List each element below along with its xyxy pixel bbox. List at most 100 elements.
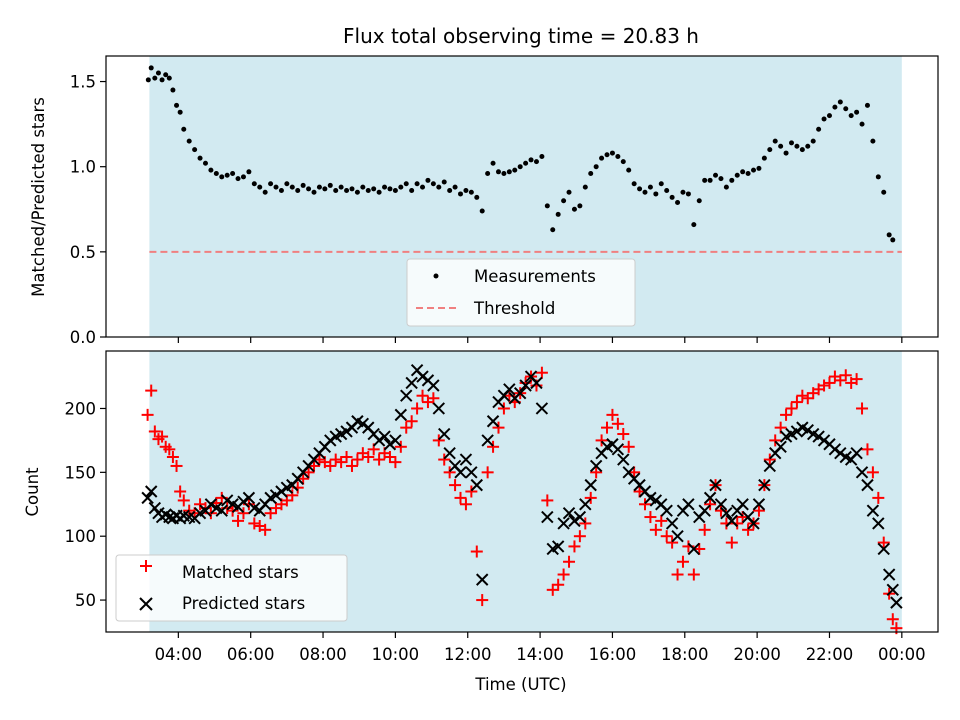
predicted-star-point <box>416 370 429 383</box>
predicted-star-point <box>855 466 869 479</box>
predicted-star-point <box>861 478 874 492</box>
measurement-point <box>713 172 719 178</box>
count-legend-box <box>115 554 348 622</box>
measurement-point <box>609 150 615 156</box>
matched-star-point <box>601 421 614 434</box>
measurement-point <box>631 181 637 187</box>
measurement-point <box>685 191 691 197</box>
measurement-point <box>718 176 724 182</box>
predicted-star-point <box>145 485 158 498</box>
count-x-tick-label: 14:00 <box>516 645 564 664</box>
predicted-star-point <box>481 434 494 447</box>
measurement-point <box>382 184 388 190</box>
measurement-point <box>306 186 312 192</box>
measurement-point <box>658 181 664 187</box>
matched-star-point <box>170 459 183 472</box>
matched-star-point <box>174 485 187 498</box>
measurement-point <box>501 171 507 177</box>
matched-star-point <box>785 402 798 415</box>
matched-star-point <box>595 434 608 447</box>
count-x-tick-label: 18:00 <box>661 645 709 664</box>
ratio-plot-frame <box>105 55 939 338</box>
matched-star-point <box>611 417 624 430</box>
measurement-point <box>284 181 290 187</box>
matched-star-point <box>622 440 635 453</box>
measurement-point <box>452 184 458 190</box>
matched-star-point <box>308 459 320 472</box>
measurement-point <box>772 138 778 144</box>
predicted-star-point <box>682 498 695 511</box>
predicted-star-point <box>394 408 408 422</box>
measurement-point <box>723 184 729 190</box>
predicted-star-point <box>801 423 814 437</box>
matched-star-point <box>742 523 755 536</box>
measurement-point <box>322 186 328 192</box>
predicted-star-point <box>720 507 733 520</box>
measurement-point <box>729 177 735 183</box>
predicted-star-point <box>573 510 587 524</box>
predicted-star-point <box>141 491 154 505</box>
measurement-point <box>163 72 169 78</box>
matched-star-point <box>769 434 782 447</box>
matched-star-point <box>259 523 272 536</box>
measurement-point <box>517 164 523 170</box>
predicted-star-point <box>834 446 847 460</box>
measurement-point <box>148 65 154 71</box>
measurement-point <box>664 188 670 194</box>
matched-star-point <box>649 523 662 536</box>
ratio-y-axis-label: Matched/Predicted stars <box>29 97 48 297</box>
measurement-point <box>843 106 849 112</box>
matched-star-point <box>568 540 581 553</box>
measurement-point <box>864 102 870 108</box>
predicted-star-point <box>438 427 451 441</box>
predicted-star-points <box>141 363 903 609</box>
predicted-star-point <box>568 514 581 528</box>
measurement-point <box>295 188 301 194</box>
ratio-panel: 0.0 0.5 1.0 1.5 Matched/Predicted stars Mea… <box>29 55 939 347</box>
matched-star-point <box>297 472 310 485</box>
measurement-point <box>588 171 594 177</box>
predicted-star-point <box>204 498 218 511</box>
predicted-star-point <box>790 425 804 438</box>
measurement-point <box>224 172 230 178</box>
predicted-star-point <box>269 489 283 502</box>
measurement-point <box>251 181 257 187</box>
measurement-point <box>566 189 572 195</box>
measurement-point <box>870 138 876 144</box>
count-x-tick-label: 04:00 <box>155 645 203 664</box>
measurement-point <box>344 188 350 194</box>
measurement-point <box>365 188 371 194</box>
predicted-star-point <box>866 504 880 517</box>
matched-star-point <box>166 451 179 464</box>
matched-star-point <box>449 479 462 492</box>
measurement-point <box>403 181 409 187</box>
matched-star-point <box>573 530 586 543</box>
matched-star-point <box>340 451 353 464</box>
matched-star-point <box>351 453 364 466</box>
measurement-point <box>544 203 550 209</box>
matched-star-point <box>373 453 386 466</box>
matched-star-point <box>839 369 852 382</box>
measurement-point <box>409 188 415 194</box>
predicted-star-point <box>324 434 337 447</box>
ratio-y-tick-label: 0.5 <box>70 243 96 262</box>
measurement-point <box>528 157 534 163</box>
predicted-star-point <box>389 434 402 447</box>
matched-star-point <box>481 466 494 479</box>
matched-star-point <box>552 578 565 591</box>
measurement-point <box>474 194 480 200</box>
matched-star-point <box>519 376 532 389</box>
measurement-point <box>268 181 274 187</box>
matched-star-point <box>487 440 500 453</box>
matched-star-point <box>628 466 641 479</box>
matched-star-point <box>590 466 603 479</box>
predicted-star-point <box>513 386 527 400</box>
matched-star-point <box>362 451 375 464</box>
measurement-point <box>202 160 208 166</box>
measurement-point <box>637 186 643 192</box>
predicted-star-point <box>890 596 903 609</box>
predicted-star-point <box>660 504 673 517</box>
measurement-point <box>262 189 268 195</box>
predicted-star-point <box>589 459 603 473</box>
measurement-point <box>642 189 648 195</box>
